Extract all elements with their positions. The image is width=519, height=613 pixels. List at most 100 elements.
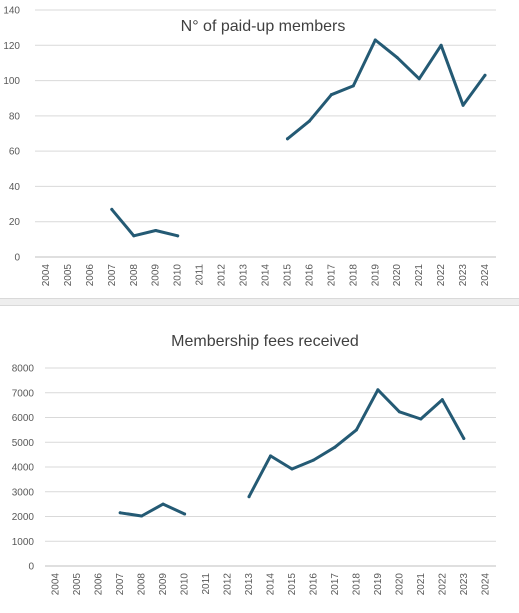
y-tick-label: 3000 <box>12 487 35 498</box>
x-tick-label: 2006 <box>85 264 96 287</box>
panel-divider <box>0 298 519 306</box>
x-tick-label: 2016 <box>308 573 319 596</box>
data-point <box>161 502 165 506</box>
fees-chart: Membership fees received 0 1000 2000 3000 400… <box>12 333 496 596</box>
x-tick-label: 2019 <box>373 573 384 596</box>
series-line-segment <box>286 38 487 141</box>
members-chart: N° of paid-up members 0 20 40 60 80 100 120 140 2… <box>3 6 496 287</box>
data-point <box>285 137 289 141</box>
x-tick-label: 2020 <box>394 573 405 596</box>
y-tick-label: 0 <box>28 562 34 573</box>
x-tick-label: 2023 <box>459 573 470 596</box>
y-tick-label: 0 <box>14 253 20 264</box>
data-point <box>417 77 421 81</box>
data-point <box>247 495 251 499</box>
data-point <box>376 388 380 392</box>
x-tick-label: 2007 <box>115 573 126 596</box>
chart-title: Membership fees received <box>171 333 359 350</box>
y-tick-label: 4000 <box>12 463 35 474</box>
x-tick-label: 2012 <box>223 573 234 596</box>
y-tick-label: 140 <box>3 6 20 17</box>
data-point <box>351 84 355 88</box>
series-line-segment <box>247 388 466 499</box>
x-tick-label: 2017 <box>330 573 341 596</box>
data-point <box>311 458 315 462</box>
y-tick-label: 120 <box>3 41 20 52</box>
x-tick-label: 2022 <box>437 573 448 596</box>
data-point <box>183 512 187 516</box>
x-tick-label: 2018 <box>351 573 362 596</box>
data-point <box>373 38 377 42</box>
y-tick-label: 80 <box>9 111 21 122</box>
x-tick-label: 2023 <box>458 264 469 287</box>
data-point <box>354 428 358 432</box>
data-point <box>140 514 144 518</box>
data-point <box>333 445 337 449</box>
y-tick-label: 6000 <box>12 413 35 424</box>
x-tick-label: 2004 <box>41 264 52 287</box>
members-chart-panel: N° of paid-up members 0 20 40 60 80 100 120 140 2… <box>0 0 519 298</box>
data-point <box>439 43 443 47</box>
x-tick-label: 2018 <box>348 264 359 287</box>
series-line-segment <box>110 207 180 238</box>
x-tick-label: 2021 <box>416 573 427 596</box>
x-tick-label: 2022 <box>436 264 447 287</box>
x-tick-label: 2005 <box>72 573 83 596</box>
x-tick-label: 2015 <box>287 573 298 596</box>
data-point <box>329 93 333 97</box>
data-point <box>397 410 401 414</box>
y-tick-label: 60 <box>9 147 21 158</box>
x-tick-label: 2014 <box>261 264 272 287</box>
y-tick-label: 20 <box>9 217 21 228</box>
x-tick-label: 2011 <box>195 264 206 286</box>
data-point <box>395 56 399 60</box>
x-tick-label: 2011 <box>201 573 212 595</box>
x-tick-label: 2024 <box>480 264 491 287</box>
y-tick-label: 7000 <box>12 388 35 399</box>
data-point <box>176 234 180 238</box>
y-tick-label: 100 <box>3 76 20 87</box>
series-line-segment <box>118 502 187 518</box>
y-tick-label: 8000 <box>12 364 35 375</box>
data-point <box>462 437 466 441</box>
x-tick-label: 2004 <box>51 573 62 596</box>
x-tick-label: 2021 <box>414 264 425 287</box>
x-tick-label: 2005 <box>63 264 74 287</box>
y-tick-label: 2000 <box>12 512 35 523</box>
y-tick-label: 1000 <box>12 537 35 548</box>
x-tick-label: 2013 <box>244 573 255 596</box>
x-tick-label: 2008 <box>129 264 140 287</box>
data-point <box>440 398 444 402</box>
x-tick-label: 2019 <box>370 264 381 287</box>
x-tick-label: 2014 <box>266 573 277 596</box>
fees-chart-panel: Membership fees received 0 1000 2000 3000 400… <box>0 306 519 608</box>
x-tick-label: 2008 <box>137 573 148 596</box>
data-point <box>118 511 122 515</box>
x-tick-label: 2015 <box>282 264 293 287</box>
x-tick-label: 2016 <box>304 264 315 287</box>
x-tick-label: 2017 <box>326 264 337 287</box>
x-tick-label: 2010 <box>173 264 184 287</box>
x-tick-label: 2013 <box>239 264 250 287</box>
chart-title: N° of paid-up members <box>181 18 346 35</box>
data-point <box>154 229 158 233</box>
y-tick-label: 40 <box>9 182 21 193</box>
data-point <box>269 454 272 458</box>
x-tick-label: 2024 <box>480 573 491 596</box>
x-tick-label: 2007 <box>107 264 118 287</box>
data-point <box>307 119 311 123</box>
x-tick-label: 2010 <box>180 573 191 596</box>
x-tick-label: 2006 <box>94 573 105 596</box>
data-point <box>290 467 294 471</box>
data-point <box>419 417 423 421</box>
data-point <box>483 73 487 77</box>
data-point <box>461 103 465 107</box>
x-tick-label: 2009 <box>151 264 162 287</box>
x-tick-label: 2012 <box>217 264 228 287</box>
data-point <box>132 234 136 238</box>
x-tick-label: 2009 <box>158 573 169 596</box>
data-point <box>110 207 114 211</box>
x-tick-label: 2020 <box>392 264 403 287</box>
y-tick-label: 5000 <box>12 438 35 449</box>
